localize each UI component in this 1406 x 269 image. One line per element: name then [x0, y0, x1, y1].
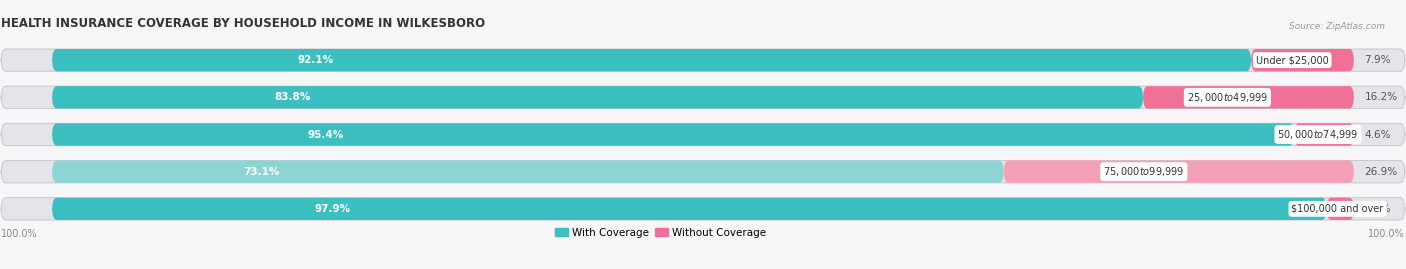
Text: 16.2%: 16.2%: [1364, 92, 1398, 102]
FancyBboxPatch shape: [1294, 123, 1354, 146]
FancyBboxPatch shape: [52, 161, 1004, 183]
Text: 7.9%: 7.9%: [1364, 55, 1391, 65]
Text: 97.9%: 97.9%: [315, 204, 350, 214]
FancyBboxPatch shape: [52, 198, 1327, 220]
Text: Under $25,000: Under $25,000: [1256, 55, 1329, 65]
Text: HEALTH INSURANCE COVERAGE BY HOUSEHOLD INCOME IN WILKESBORO: HEALTH INSURANCE COVERAGE BY HOUSEHOLD I…: [1, 17, 485, 30]
FancyBboxPatch shape: [1143, 86, 1354, 108]
Text: $50,000 to $74,999: $50,000 to $74,999: [1278, 128, 1358, 141]
FancyBboxPatch shape: [1, 198, 1405, 220]
FancyBboxPatch shape: [52, 86, 1143, 108]
Text: Source: ZipAtlas.com: Source: ZipAtlas.com: [1289, 22, 1385, 30]
Text: 2.1%: 2.1%: [1364, 204, 1391, 214]
Text: 95.4%: 95.4%: [307, 129, 343, 140]
Text: 4.6%: 4.6%: [1364, 129, 1391, 140]
Text: 26.9%: 26.9%: [1364, 167, 1398, 177]
FancyBboxPatch shape: [1327, 198, 1354, 220]
FancyBboxPatch shape: [1, 86, 1405, 108]
FancyBboxPatch shape: [52, 123, 1294, 146]
FancyBboxPatch shape: [52, 49, 1251, 71]
Text: $25,000 to $49,999: $25,000 to $49,999: [1187, 91, 1268, 104]
Text: $100,000 and over: $100,000 and over: [1291, 204, 1384, 214]
Text: $75,000 to $99,999: $75,000 to $99,999: [1104, 165, 1184, 178]
FancyBboxPatch shape: [1, 49, 1405, 71]
FancyBboxPatch shape: [1, 123, 1405, 146]
FancyBboxPatch shape: [1251, 49, 1354, 71]
Legend: With Coverage, Without Coverage: With Coverage, Without Coverage: [551, 223, 770, 242]
Text: 100.0%: 100.0%: [1368, 229, 1405, 239]
Text: 83.8%: 83.8%: [274, 92, 311, 102]
Text: 73.1%: 73.1%: [243, 167, 280, 177]
FancyBboxPatch shape: [1, 161, 1405, 183]
FancyBboxPatch shape: [1004, 161, 1354, 183]
Text: 92.1%: 92.1%: [298, 55, 333, 65]
Text: 100.0%: 100.0%: [1, 229, 38, 239]
